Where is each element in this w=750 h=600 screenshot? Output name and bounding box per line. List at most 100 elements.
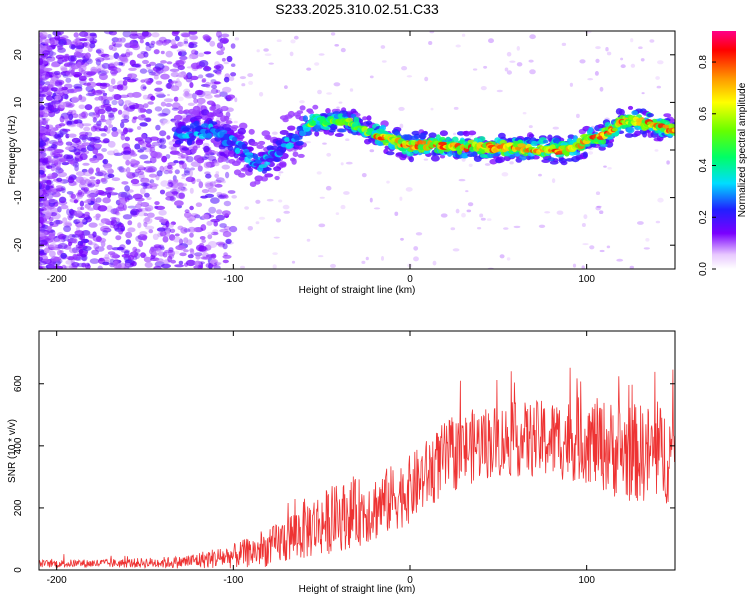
noise-blob xyxy=(124,197,130,202)
ridge-blob xyxy=(626,126,635,134)
noise-blob xyxy=(113,52,120,59)
noise-blob xyxy=(53,265,63,269)
noise-blob xyxy=(192,92,197,100)
noise-blob xyxy=(172,188,177,196)
noise-blob xyxy=(113,224,120,230)
noise-blob xyxy=(73,88,83,92)
ridge-blob xyxy=(189,122,198,129)
noise-blob xyxy=(46,57,56,62)
ridge-blob xyxy=(366,115,372,121)
noise-blob xyxy=(278,171,284,174)
noise-blob xyxy=(163,119,170,125)
noise-blob xyxy=(40,176,51,181)
noise-blob xyxy=(187,226,196,233)
ridge-blob xyxy=(225,120,233,125)
noise-blob xyxy=(49,250,56,258)
noise-blob xyxy=(207,234,213,240)
noise-blob xyxy=(61,93,69,99)
noise-blob xyxy=(587,78,594,81)
noise-blob xyxy=(216,209,223,215)
noise-blob xyxy=(67,160,75,164)
noise-blob xyxy=(506,257,511,261)
colorbar-gradient xyxy=(712,31,736,269)
noise-blob xyxy=(334,44,340,47)
noise-blob xyxy=(178,245,187,251)
noise-blob xyxy=(84,41,91,49)
noise-blob xyxy=(102,158,109,165)
noise-blob xyxy=(336,106,340,109)
noise-blob xyxy=(49,221,54,226)
noise-blob xyxy=(48,233,56,240)
noise-blob xyxy=(111,41,116,47)
noise-blob xyxy=(143,160,152,164)
ridge-blob xyxy=(230,125,239,129)
noise-blob xyxy=(145,63,152,67)
noise-blob xyxy=(200,195,208,199)
noise-blob xyxy=(39,213,42,218)
noise-blob xyxy=(107,251,116,256)
noise-blob xyxy=(131,91,142,98)
ridge-blob xyxy=(651,118,658,123)
ridge-blob xyxy=(254,175,264,182)
noise-blob xyxy=(361,260,366,264)
noise-blob xyxy=(100,69,109,75)
noise-blob xyxy=(78,94,83,101)
noise-blob xyxy=(39,127,47,134)
noise-blob xyxy=(39,261,47,266)
noise-blob xyxy=(125,239,131,245)
noise-blob xyxy=(314,62,320,66)
noise-blob xyxy=(78,113,85,117)
noise-blob xyxy=(93,188,99,195)
noise-blob xyxy=(88,167,94,175)
noise-blob xyxy=(143,212,148,217)
noise-blob xyxy=(121,254,131,258)
noise-blob xyxy=(67,55,75,62)
noise-blob xyxy=(151,182,156,186)
noise-blob xyxy=(95,49,102,54)
noise-blob xyxy=(113,61,120,66)
noise-blob xyxy=(144,204,154,212)
noise-blob xyxy=(52,147,58,151)
noise-blob xyxy=(139,39,144,44)
noise-blob xyxy=(45,147,54,152)
noise-blob xyxy=(120,133,126,141)
noise-blob xyxy=(153,151,163,159)
noise-blob xyxy=(121,57,128,63)
noise-blob xyxy=(226,94,236,100)
ridge-blob xyxy=(210,112,217,117)
noise-blob xyxy=(143,166,154,173)
noise-blob xyxy=(291,260,296,264)
noise-blob xyxy=(131,77,139,81)
ridge-blob xyxy=(224,127,232,132)
noise-blob xyxy=(104,165,112,171)
noise-blob xyxy=(128,129,133,133)
noise-blob xyxy=(272,252,278,256)
noise-blob xyxy=(52,192,61,198)
ridge-blob xyxy=(177,110,185,115)
noise-blob xyxy=(148,173,157,178)
noise-blob xyxy=(191,49,198,55)
noise-blob xyxy=(214,94,222,98)
noise-blob xyxy=(349,88,354,92)
noise-blob xyxy=(190,62,201,70)
noise-blob xyxy=(110,216,117,221)
noise-blob xyxy=(162,251,168,258)
noise-blob xyxy=(140,182,150,187)
noise-blob xyxy=(47,102,54,108)
noise-blob xyxy=(47,264,56,269)
noise-blob xyxy=(113,94,122,100)
noise-blob xyxy=(102,92,108,97)
noise-blob xyxy=(41,224,49,229)
noise-blob xyxy=(160,180,169,187)
noise-blob xyxy=(120,56,129,64)
noise-blob xyxy=(56,140,64,146)
ridge-blob xyxy=(451,136,459,143)
noise-blob xyxy=(472,68,478,71)
noise-blob xyxy=(116,246,125,251)
noise-blob xyxy=(289,51,294,57)
noise-blob xyxy=(74,230,85,236)
noise-blob xyxy=(207,241,218,248)
noise-blob xyxy=(146,165,156,172)
noise-blob xyxy=(78,249,84,254)
x-tick-label: -100 xyxy=(223,274,243,285)
